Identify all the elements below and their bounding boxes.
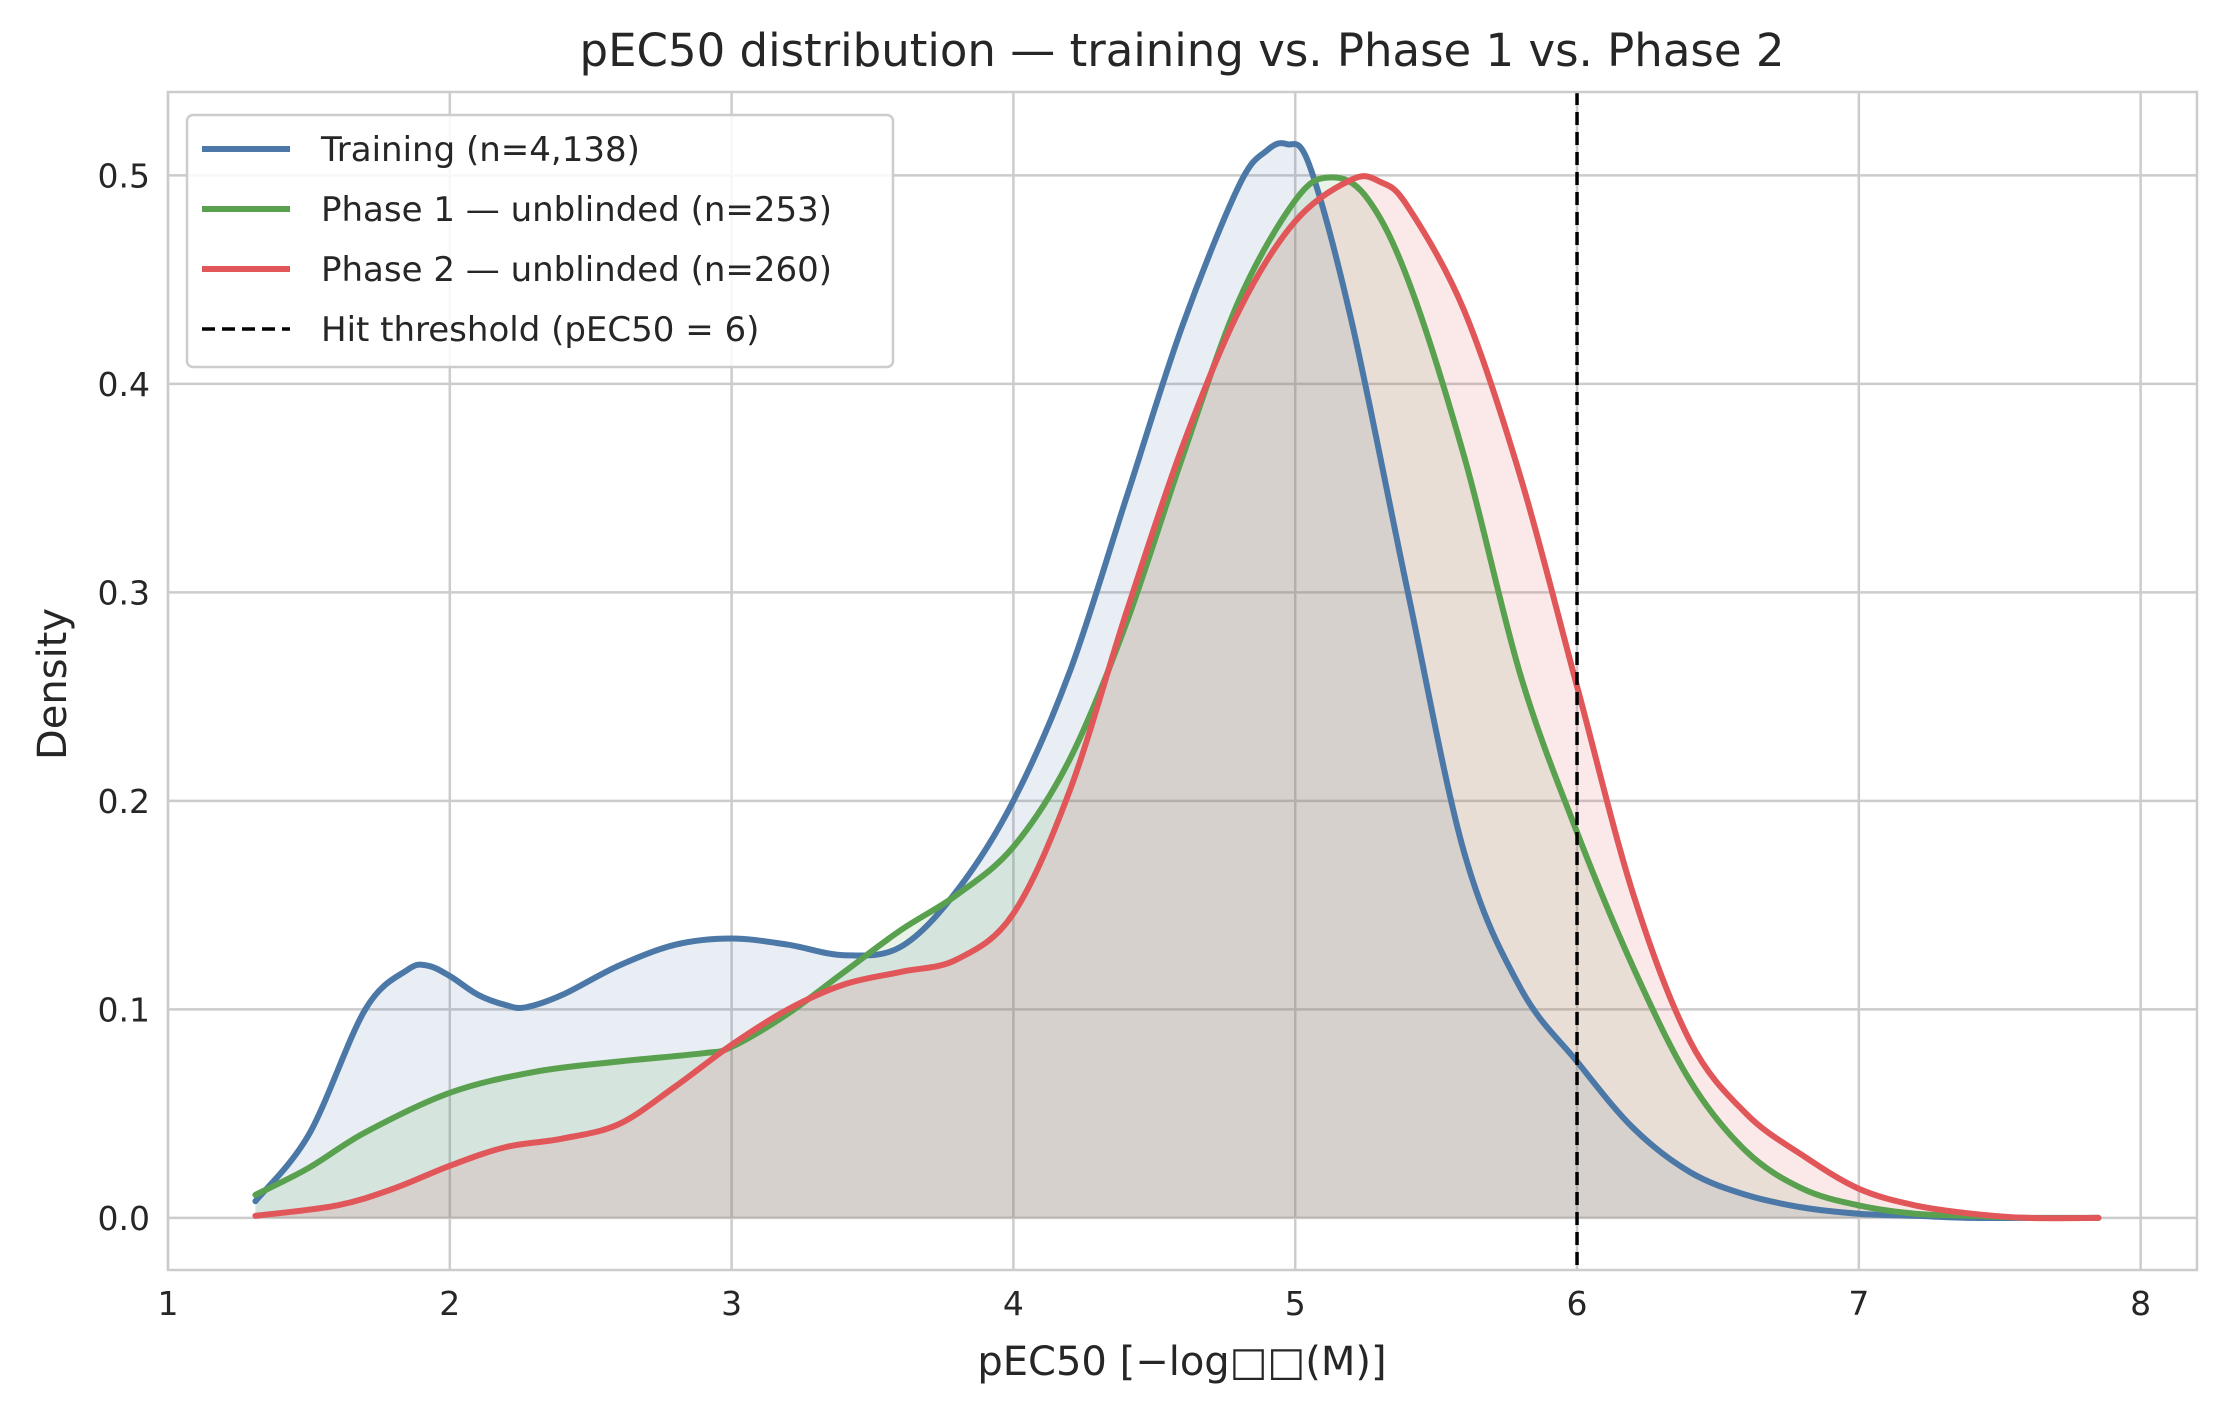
x-tick-label: 1 <box>158 1284 179 1323</box>
y-tick-label: 0.5 <box>98 156 150 195</box>
legend-label-phase2: Phase 2 — unblinded (n=260) <box>321 250 832 290</box>
chart-title: pEC50 distribution — training vs. Phase … <box>580 24 1785 77</box>
density-line-phase1 <box>252 174 2102 1222</box>
density-lines <box>252 140 2102 1222</box>
x-tick-label: 2 <box>439 1284 460 1323</box>
density-fill-phase2 <box>255 176 2099 1219</box>
legend-label-phase1: Phase 1 — unblinded (n=253) <box>321 190 832 230</box>
density-fill-training <box>255 143 2099 1219</box>
plot-frame <box>166 90 2199 1272</box>
y-tick-label: 0.3 <box>98 573 150 612</box>
y-axis-label: Density <box>30 608 76 760</box>
x-tick-label: 6 <box>1567 1284 1588 1323</box>
density-line-training <box>252 140 2102 1222</box>
x-tick-label: 4 <box>1003 1284 1024 1323</box>
x-tick-label: 3 <box>721 1284 742 1323</box>
density-fills <box>255 143 2099 1219</box>
y-tick-label: 0.4 <box>98 365 150 404</box>
density-line-phase2 <box>252 173 2102 1222</box>
y-tick-label: 0.1 <box>98 990 150 1029</box>
legend-box <box>185 113 895 369</box>
x-tick-label: 7 <box>1848 1284 1869 1323</box>
legend-label-threshold: Hit threshold (pEC50 = 6) <box>321 310 759 350</box>
y-tick-label: 0.0 <box>98 1199 150 1238</box>
x-tick-label: 5 <box>1285 1284 1306 1323</box>
y-tick-label: 0.2 <box>98 782 150 821</box>
legend: Training (n=4,138) Phase 1 — unblinded (… <box>185 113 895 369</box>
density-fill-phase1 <box>255 177 2099 1219</box>
legend-label-training: Training (n=4,138) <box>320 130 640 170</box>
x-axis-label: pEC50 [−log□□(M)] <box>977 1339 1386 1385</box>
x-tick-label: 8 <box>2130 1284 2151 1323</box>
tick-labels: 1 2 3 4 5 6 7 8 0.0 0.1 0.2 0.3 0.4 0.5 <box>98 156 2152 1323</box>
